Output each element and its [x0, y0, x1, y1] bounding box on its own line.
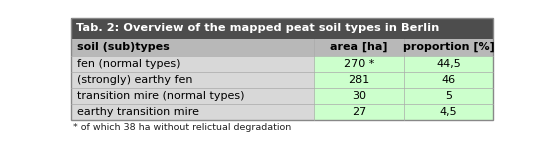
- Bar: [314, 104, 404, 120]
- Bar: [314, 88, 404, 104]
- Bar: [71, 18, 493, 39]
- Bar: [404, 88, 493, 104]
- Text: 4,5: 4,5: [440, 107, 458, 117]
- Text: 270 *: 270 *: [344, 59, 374, 69]
- Bar: [314, 56, 404, 72]
- Text: 27: 27: [352, 107, 366, 117]
- Bar: [71, 88, 314, 104]
- Text: transition mire (normal types): transition mire (normal types): [77, 91, 244, 101]
- Bar: [71, 56, 314, 72]
- Text: 44,5: 44,5: [436, 59, 461, 69]
- Bar: [71, 72, 314, 88]
- Bar: [404, 104, 493, 120]
- Bar: [404, 56, 493, 72]
- Text: soil (sub)types: soil (sub)types: [77, 42, 169, 52]
- Text: Tab. 2: Overview of the mapped peat soil types in Berlin: Tab. 2: Overview of the mapped peat soil…: [76, 23, 439, 33]
- Text: 46: 46: [442, 75, 455, 85]
- Bar: [404, 72, 493, 88]
- Bar: [314, 72, 404, 88]
- Text: proportion [%]: proportion [%]: [403, 42, 494, 52]
- Text: * of which 38 ha without relictual degradation: * of which 38 ha without relictual degra…: [73, 123, 292, 132]
- Bar: [71, 39, 314, 56]
- Text: area [ha]: area [ha]: [330, 42, 388, 52]
- Text: (strongly) earthy fen: (strongly) earthy fen: [77, 75, 192, 85]
- Text: 281: 281: [348, 75, 370, 85]
- Text: 30: 30: [352, 91, 366, 101]
- Bar: [314, 39, 404, 56]
- Text: 5: 5: [445, 91, 452, 101]
- Bar: [71, 18, 493, 120]
- Bar: [71, 104, 314, 120]
- Text: earthy transition mire: earthy transition mire: [77, 107, 199, 117]
- Text: fen (normal types): fen (normal types): [77, 59, 180, 69]
- Bar: [404, 39, 493, 56]
